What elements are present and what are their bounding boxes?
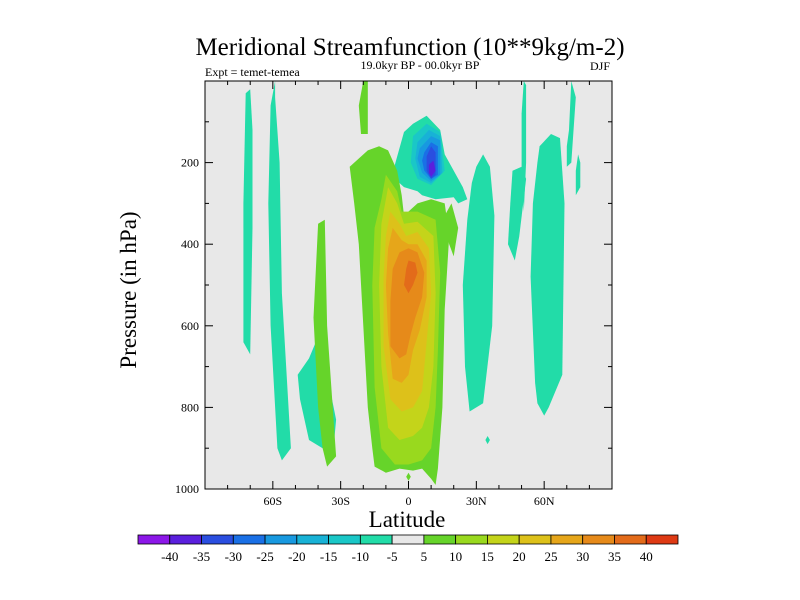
experiment-label: Expt = temet-temea [205, 65, 300, 79]
contour-region-level-35-1 [404, 260, 418, 294]
colorbar-swatch [359, 534, 393, 545]
colorbar-label: 10 [449, 549, 462, 564]
colorbar-swatch [582, 534, 615, 545]
contour-region-level-5-1 [358, 81, 368, 134]
colorbar-label: -35 [193, 549, 210, 564]
y-tick-label: 200 [181, 156, 199, 170]
colorbar-label: -40 [161, 549, 178, 564]
colorbar-label: 25 [544, 549, 557, 564]
x-tick-label: 60N [534, 494, 555, 508]
x-tick-label: 60S [263, 494, 282, 508]
colorbar-swatch [296, 534, 329, 545]
contour-region-level--5-11 [575, 154, 581, 196]
y-tick-label: 800 [181, 400, 199, 414]
colorbar-swatch [423, 534, 457, 545]
x-tick-label: 30S [331, 494, 350, 508]
contour-fills [243, 81, 581, 485]
contour-region-level--5-8 [521, 81, 527, 212]
contour-region-level--5-10 [566, 81, 576, 167]
contour-region-level--5-6 [485, 436, 490, 445]
contour-region-level-5-4 [406, 472, 411, 481]
colorbar-swatch [645, 534, 679, 545]
x-tick-label: 0 [406, 494, 412, 508]
colorbar-swatch [487, 534, 520, 545]
colorbar-swatch [232, 534, 266, 545]
colorbar-label: 20 [513, 549, 526, 564]
axis-ticks: 60S 30S 0 30N 60N 200 400 600 800 1000 [175, 81, 612, 508]
y-axis-label: Pressure (in hPa) [116, 211, 141, 368]
colorbar-swatch [550, 534, 584, 545]
plot-area: 60S 30S 0 30N 60N 200 400 600 800 1000 [175, 80, 613, 508]
colorbar-label: -20 [288, 549, 305, 564]
colorbar-label: -10 [352, 549, 369, 564]
colorbar-label: -15 [320, 549, 337, 564]
chart-subtitle: 19.0kyr BP - 00.0kyr BP [361, 58, 480, 72]
colorbar-swatch [518, 534, 552, 545]
colorbar-swatch [137, 534, 171, 545]
colorbar-label: -25 [256, 549, 273, 564]
colorbar: -40 -35 -30 -25 -20 -15 -10 -5 5 10 15 20 25 30 35 40 [137, 534, 679, 564]
colorbar-label: 40 [640, 549, 653, 564]
colorbar-label: 35 [608, 549, 621, 564]
colorbar-swatch [328, 534, 361, 545]
colorbar-label: 15 [481, 549, 494, 564]
contour-region-level--5-9 [530, 134, 565, 416]
colorbar-label: -30 [225, 549, 242, 564]
contour-region-level--35-1 [428, 160, 436, 177]
colorbar-swatch [455, 534, 488, 545]
colorbar-label: 30 [576, 549, 589, 564]
colorbar-swatch [264, 534, 298, 545]
colorbar-label: 5 [421, 549, 428, 564]
y-tick-label: 600 [181, 319, 199, 333]
x-tick-label: 30N [466, 494, 487, 508]
contour-region-level--5-7 [508, 166, 527, 261]
y-tick-label: 1000 [175, 482, 199, 496]
colorbar-swatch [169, 534, 202, 545]
x-axis-label: Latitude [369, 507, 446, 532]
contour-region-level--5-2 [268, 81, 291, 461]
y-tick-label: 400 [181, 237, 199, 251]
contour-region-level-5-2 [313, 219, 337, 467]
chart-title: Meridional Streamfunction (10**9kg/m-2) [195, 34, 624, 61]
colorbar-swatch [201, 534, 234, 545]
colorbar-swatch [391, 534, 425, 545]
colorbar-label: -5 [387, 549, 398, 564]
contour-region-level--5-1 [243, 89, 253, 355]
season-label: DJF [590, 59, 610, 73]
colorbar-swatch [614, 534, 647, 545]
contour-region-level-5-5 [442, 203, 459, 257]
contour-region-level--5-5 [462, 154, 495, 412]
